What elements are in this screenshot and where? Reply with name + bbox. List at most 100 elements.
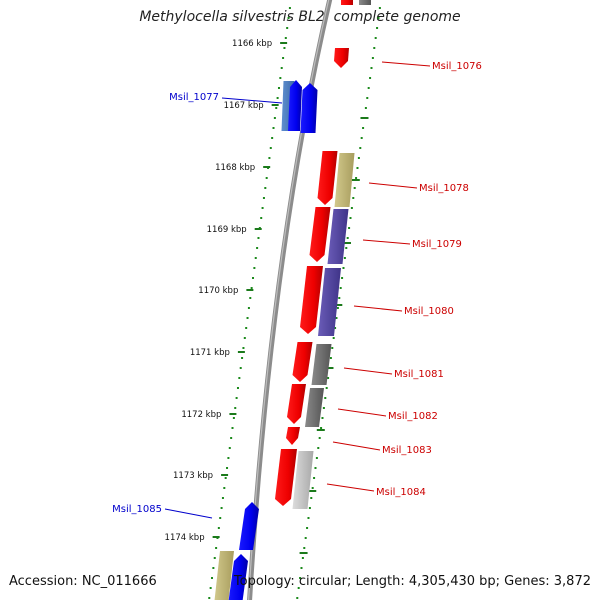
right-track-dot (299, 577, 302, 579)
tick-label: 1172 kbp (181, 410, 221, 420)
left-track-dot (264, 187, 267, 189)
gene-leader-line (221, 97, 283, 104)
right-track-dot (371, 57, 374, 59)
gene-label-msil-1083[interactable]: Msil_1083 (382, 445, 432, 456)
right-track-dot (334, 327, 337, 329)
cog-block-msil-1082 (305, 388, 324, 427)
gene-label-msil-1079[interactable]: Msil_1079 (412, 239, 462, 250)
cog-block-msil-1080 (318, 268, 341, 336)
right-track-dot (366, 97, 369, 99)
right-track-dot (317, 447, 320, 449)
left-track-dot (260, 217, 263, 219)
right-track-dot (353, 187, 356, 189)
gene-label-msil-1084[interactable]: Msil_1084 (376, 487, 426, 498)
left-track-dot (221, 497, 224, 499)
left-track-dot (269, 147, 272, 149)
gene-leader-line (164, 508, 213, 519)
left-track-dot (286, 27, 289, 29)
left-track-dot (253, 267, 256, 269)
right-track-dot (360, 137, 363, 139)
left-track-dot (236, 387, 239, 389)
gene-leader-line (362, 239, 411, 245)
left-track-dot (279, 77, 282, 79)
left-track-dot (283, 47, 286, 49)
tick-label: 1167 kbp (224, 101, 264, 111)
right-track-dot (343, 257, 346, 259)
right-track-dot (370, 67, 373, 69)
right-track-dot (321, 417, 324, 419)
left-track-dot (211, 577, 214, 579)
left-track-dot (252, 277, 255, 279)
right-track-dot (339, 287, 342, 289)
cog-block-msil-1084 (292, 451, 314, 509)
left-track-dot (272, 127, 275, 129)
gene-msil-1082[interactable] (287, 384, 306, 424)
tick-marks-layer: 1166 kbp 1167 kbp 1168 kbp 1169 kbp 1170 kbp… (165, 39, 369, 554)
left-track-dot (256, 247, 259, 249)
gene-msil-1079[interactable] (309, 207, 331, 262)
right-track-dot (335, 317, 338, 319)
right-track-dot (310, 497, 313, 499)
left-track-dot (275, 107, 278, 109)
gene-label-msil-1078[interactable]: Msil_1078 (419, 183, 469, 194)
gene-label-msil-1081[interactable]: Msil_1081 (394, 369, 444, 380)
gene-msil-1077[interactable] (300, 83, 318, 133)
left-track-dot (277, 87, 280, 89)
right-track-dot (313, 477, 316, 479)
gene-label-msil-1076[interactable]: Msil_1076 (432, 61, 482, 72)
left-track-dot (224, 477, 227, 479)
right-track-dot (315, 457, 318, 459)
right-track-dot (377, 17, 380, 19)
tick-label: 1174 kbp (165, 533, 205, 543)
cog-block-msil-1079 (327, 209, 349, 264)
right-track-dot (378, 7, 381, 9)
left-track-dot (230, 437, 233, 439)
left-track-dot (209, 587, 212, 589)
genome-summary: Topology: circular; Length: 4,305,430 bp… (233, 574, 591, 589)
left-track-dot (238, 377, 241, 379)
right-track-dot (345, 247, 348, 249)
left-track-dot (213, 557, 216, 559)
gene-label-msil-1085[interactable]: Msil_1085 (112, 504, 162, 515)
gene-label-msil-1082[interactable]: Msil_1082 (388, 411, 438, 422)
left-track-dot (273, 117, 276, 119)
gene-msil-1077-a[interactable] (288, 80, 302, 131)
gene-bottom-reverse[interactable] (228, 554, 248, 600)
tick-label: 1169 kbp (207, 225, 247, 235)
right-track-dot (303, 547, 306, 549)
gene-msil-1078[interactable] (317, 151, 338, 205)
tick-label: 1170 kbp (198, 286, 238, 296)
left-track-dot (262, 197, 265, 199)
left-track-dot (254, 257, 257, 259)
gene-msil-1085[interactable] (239, 502, 259, 550)
left-track-dot (250, 287, 253, 289)
right-track-dot (336, 307, 339, 309)
right-track-dot (296, 597, 299, 599)
accession-label: Accession: NC_011666 (9, 574, 157, 589)
left-track-dot (282, 57, 285, 59)
gene-label-msil-1080[interactable]: Msil_1080 (404, 306, 454, 317)
gene-msil-1083[interactable] (286, 427, 300, 445)
right-track-dot (349, 217, 352, 219)
features-layer (214, 0, 371, 600)
cog-block-bottom (214, 551, 234, 600)
gene-leader-line (332, 441, 381, 451)
gene-leader-line (337, 408, 387, 417)
left-track-dot (245, 327, 248, 329)
right-track-dot (362, 127, 365, 129)
right-track-dot (350, 207, 353, 209)
right-track-dot (374, 37, 377, 39)
gene-msil-1080[interactable] (300, 266, 323, 334)
right-track-dot (376, 27, 379, 29)
right-track-dot (364, 107, 367, 109)
gene-label-msil-1077[interactable]: Msil_1077 (169, 92, 219, 103)
gene-msil-1081[interactable] (292, 342, 313, 382)
gene-msil-1076[interactable] (334, 48, 349, 68)
left-track-dot (242, 347, 245, 349)
left-track-dot (268, 157, 271, 159)
right-track-dot (329, 357, 332, 359)
gene-leader-line (381, 61, 431, 67)
left-track-dot (271, 137, 274, 139)
gene-msil-1084[interactable] (275, 449, 297, 506)
